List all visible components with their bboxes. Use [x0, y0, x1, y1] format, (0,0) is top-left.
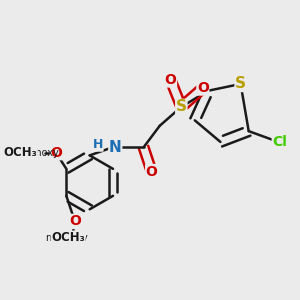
Text: N: N — [109, 140, 122, 155]
Text: O: O — [165, 73, 176, 87]
Text: H: H — [93, 138, 103, 151]
Text: O: O — [50, 146, 62, 160]
Text: Cl: Cl — [272, 135, 287, 149]
Text: S: S — [176, 99, 187, 114]
Text: OCH₃: OCH₃ — [51, 231, 85, 244]
Text: O: O — [197, 81, 209, 95]
Text: S: S — [235, 76, 246, 92]
Text: O: O — [146, 165, 158, 178]
Text: methoxy: methoxy — [45, 232, 88, 243]
Text: O: O — [69, 214, 81, 228]
Text: OCH₃: OCH₃ — [3, 146, 37, 159]
Text: methoxy: methoxy — [16, 148, 59, 158]
